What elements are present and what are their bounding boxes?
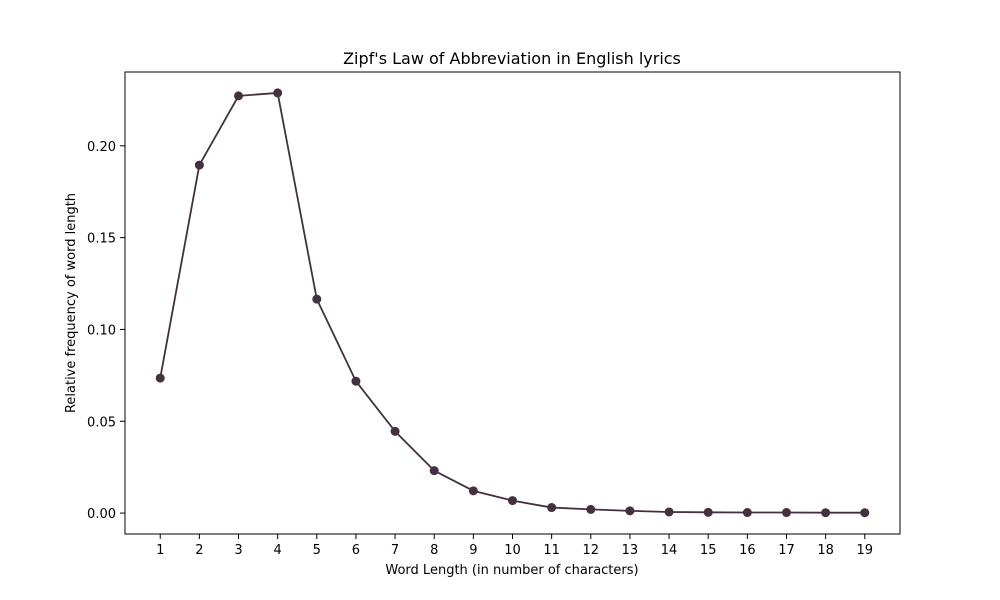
data-point (781, 508, 791, 518)
x-tick-label: 15 (700, 543, 717, 558)
y-axis-label: Relative frequency of word length (64, 193, 79, 413)
data-point (234, 91, 244, 101)
data-point (821, 508, 831, 518)
y-tick-label: 0.10 (87, 323, 116, 338)
x-tick-label: 7 (391, 543, 399, 558)
y-tick-label: 0.15 (87, 232, 116, 247)
y-tick-label: 0.20 (87, 140, 116, 155)
x-tick-label: 19 (856, 543, 873, 558)
x-tick-label: 4 (274, 543, 282, 558)
x-tick-label: 16 (739, 543, 756, 558)
data-point (703, 507, 713, 517)
x-tick-label: 3 (234, 543, 242, 558)
data-point (664, 507, 674, 517)
chart-title: Zipf's Law of Abbreviation in English ly… (343, 49, 681, 68)
x-tick-label: 6 (352, 543, 360, 558)
data-point (742, 508, 752, 518)
data-point (351, 376, 361, 386)
data-point (860, 508, 870, 518)
plot-area (155, 88, 870, 518)
x-tick-label: 5 (313, 543, 321, 558)
x-axis: 1 2 3 4 5 6 7 8 9 10 11 12 13 14 15 16 17 18 19 (156, 534, 873, 558)
data-point (547, 503, 557, 513)
y-tick-label: 0.00 (87, 507, 116, 522)
data-point (312, 294, 322, 304)
x-tick-label: 18 (817, 543, 834, 558)
x-tick-label: 10 (504, 543, 521, 558)
data-point (429, 466, 439, 476)
data-point (625, 506, 635, 516)
y-tick-label: 0.05 (87, 415, 116, 430)
data-point (468, 486, 478, 496)
data-point (508, 496, 517, 506)
data-point (390, 426, 400, 436)
data-point (273, 88, 283, 98)
x-tick-label: 12 (583, 543, 600, 558)
x-tick-label: 8 (430, 543, 438, 558)
x-tick-label: 9 (469, 543, 477, 558)
x-tick-label: 13 (622, 543, 639, 558)
x-tick-label: 1 (156, 543, 164, 558)
y-axis: 0.00 0.05 0.10 0.15 0.20 (87, 140, 125, 522)
x-tick-label: 11 (543, 543, 560, 558)
x-tick-label: 2 (195, 543, 203, 558)
data-point (155, 373, 165, 383)
x-tick-label: 17 (778, 543, 795, 558)
x-axis-label: Word Length (in number of characters) (385, 563, 638, 578)
x-tick-label: 14 (661, 543, 678, 558)
data-point (586, 504, 596, 514)
data-point (194, 160, 204, 170)
